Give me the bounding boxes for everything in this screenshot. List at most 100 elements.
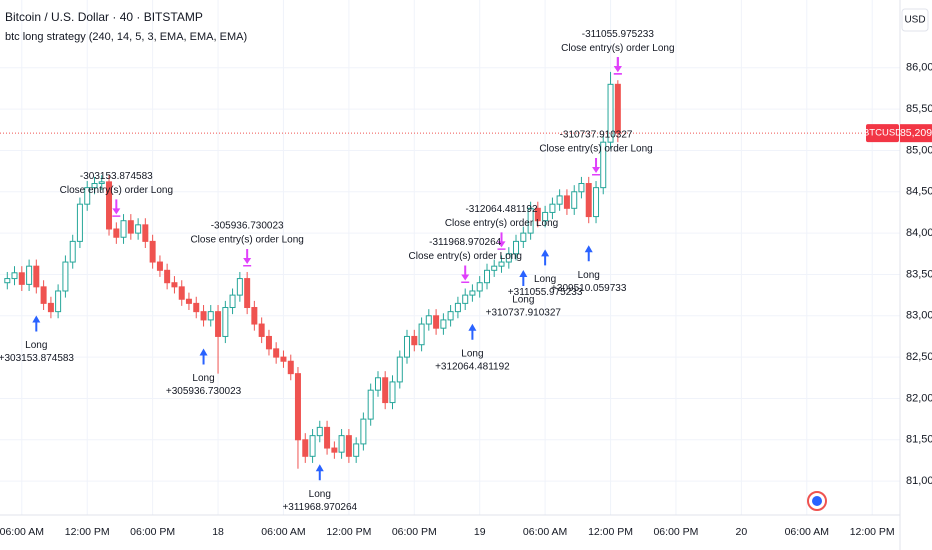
candle-body: [447, 311, 454, 321]
entry-value: +310737.910327: [486, 308, 562, 319]
long-entry-arrow: [468, 323, 477, 340]
candle-body: [418, 323, 425, 346]
entry-value: +303153.874583: [0, 353, 74, 364]
entry-label: Long: [578, 270, 600, 281]
entry-value: +311055.975233: [508, 287, 583, 298]
candle-body: [280, 356, 287, 362]
last-price-tag: [900, 124, 932, 143]
x-tick-label: 06:00 AM: [523, 526, 567, 538]
close-arrow: [461, 265, 470, 283]
entry-label: Long: [25, 340, 47, 351]
x-tick-label: 06:00 AM: [785, 526, 829, 538]
x-tick-label: 18: [212, 526, 224, 538]
candle-body: [338, 435, 345, 453]
candle-body: [33, 265, 40, 288]
candle-body: [200, 311, 207, 321]
entry-label: Long: [309, 489, 331, 500]
y-tick-label: 82,500: [906, 351, 932, 363]
x-tick-label: 19: [474, 526, 486, 538]
candle-body: [207, 311, 214, 321]
x-tick-label: 06:00 AM: [0, 526, 44, 538]
candle-body: [55, 290, 62, 313]
candle-body: [193, 302, 200, 313]
entry-label: Long: [512, 295, 534, 306]
candle-body: [324, 426, 331, 449]
candle-body: [316, 426, 323, 437]
candle-body: [113, 228, 120, 238]
candle-body: [403, 335, 410, 358]
candle-body: [491, 265, 498, 271]
candle-body: [273, 348, 280, 358]
candle-body: [302, 439, 309, 457]
last-price-text: 85,209: [900, 127, 932, 139]
candle-body: [476, 282, 483, 292]
candle-body: [484, 269, 491, 284]
candle-body: [345, 435, 352, 457]
y-tick-label: 81,500: [906, 434, 932, 446]
x-tick-label: 06:00 PM: [653, 526, 698, 538]
entry-label: Long: [461, 348, 483, 359]
candle-body: [433, 315, 440, 329]
long-entry-arrow: [32, 315, 41, 332]
candle-body: [331, 447, 338, 453]
exit-label: Close entry(s) order Long: [561, 43, 674, 54]
candle-body: [149, 240, 156, 263]
x-tick-label: 12:00 PM: [850, 526, 895, 538]
candle-body: [156, 261, 163, 271]
candle-body: [178, 286, 185, 300]
entry-value: +305936.730023: [166, 386, 242, 397]
symbol-tag-text: BTCUSD: [863, 128, 902, 139]
candle-body: [505, 253, 512, 263]
close-arrow: [497, 232, 506, 250]
candle-body: [374, 377, 381, 391]
entry-value: +311968.970264: [282, 502, 357, 513]
entry-value: +312064.481192: [435, 361, 510, 372]
candle-body: [411, 335, 418, 346]
candle-body: [309, 435, 316, 457]
exit-label: Close entry(s) order Long: [190, 235, 303, 246]
candle-body: [164, 269, 171, 284]
candle-body: [498, 261, 505, 267]
x-tick-label: 12:00 PM: [326, 526, 371, 538]
currency-box[interactable]: [901, 8, 929, 32]
exit-label: Close entry(s) order Long: [409, 251, 522, 262]
candle-body: [69, 240, 76, 263]
y-tick-label: 86,000: [906, 62, 932, 74]
candle-body: [258, 323, 265, 337]
candle-body: [571, 191, 578, 209]
y-tick-label: 85,000: [906, 144, 932, 156]
candle-body: [520, 232, 527, 242]
candle-body: [563, 195, 570, 209]
candle-body: [171, 282, 178, 288]
long-entry-arrow: [315, 464, 324, 481]
candle-body: [607, 83, 614, 143]
long-entry-arrow: [541, 249, 550, 266]
candle-body: [251, 307, 258, 325]
candle-body: [425, 315, 432, 325]
candle-body: [265, 335, 272, 350]
x-tick-label: 12:00 PM: [65, 526, 110, 538]
close-arrow: [613, 57, 622, 75]
candle-body: [4, 278, 11, 284]
candle-body: [549, 203, 556, 213]
y-tick-label: 84,000: [906, 227, 932, 239]
candle-body: [534, 207, 541, 222]
candle-body: [106, 181, 113, 230]
long-entry-arrow: [199, 348, 208, 365]
long-entry-arrow: [584, 245, 593, 262]
exit-label: Close entry(s) order Long: [539, 144, 652, 155]
currency: USD: [904, 15, 925, 26]
candle-body: [556, 195, 563, 205]
candle-body: [62, 261, 69, 292]
entry-label: Long: [534, 274, 556, 285]
candle-body: [84, 187, 91, 205]
y-tick-label: 83,000: [906, 310, 932, 322]
close-arrow: [592, 158, 601, 176]
candle-body: [360, 418, 367, 445]
entry-label: Long: [192, 373, 214, 384]
exit-value: -311968.970264: [429, 237, 502, 248]
long-entry-arrow: [519, 269, 528, 286]
candle-body: [593, 187, 600, 218]
close-arrow: [112, 199, 121, 217]
